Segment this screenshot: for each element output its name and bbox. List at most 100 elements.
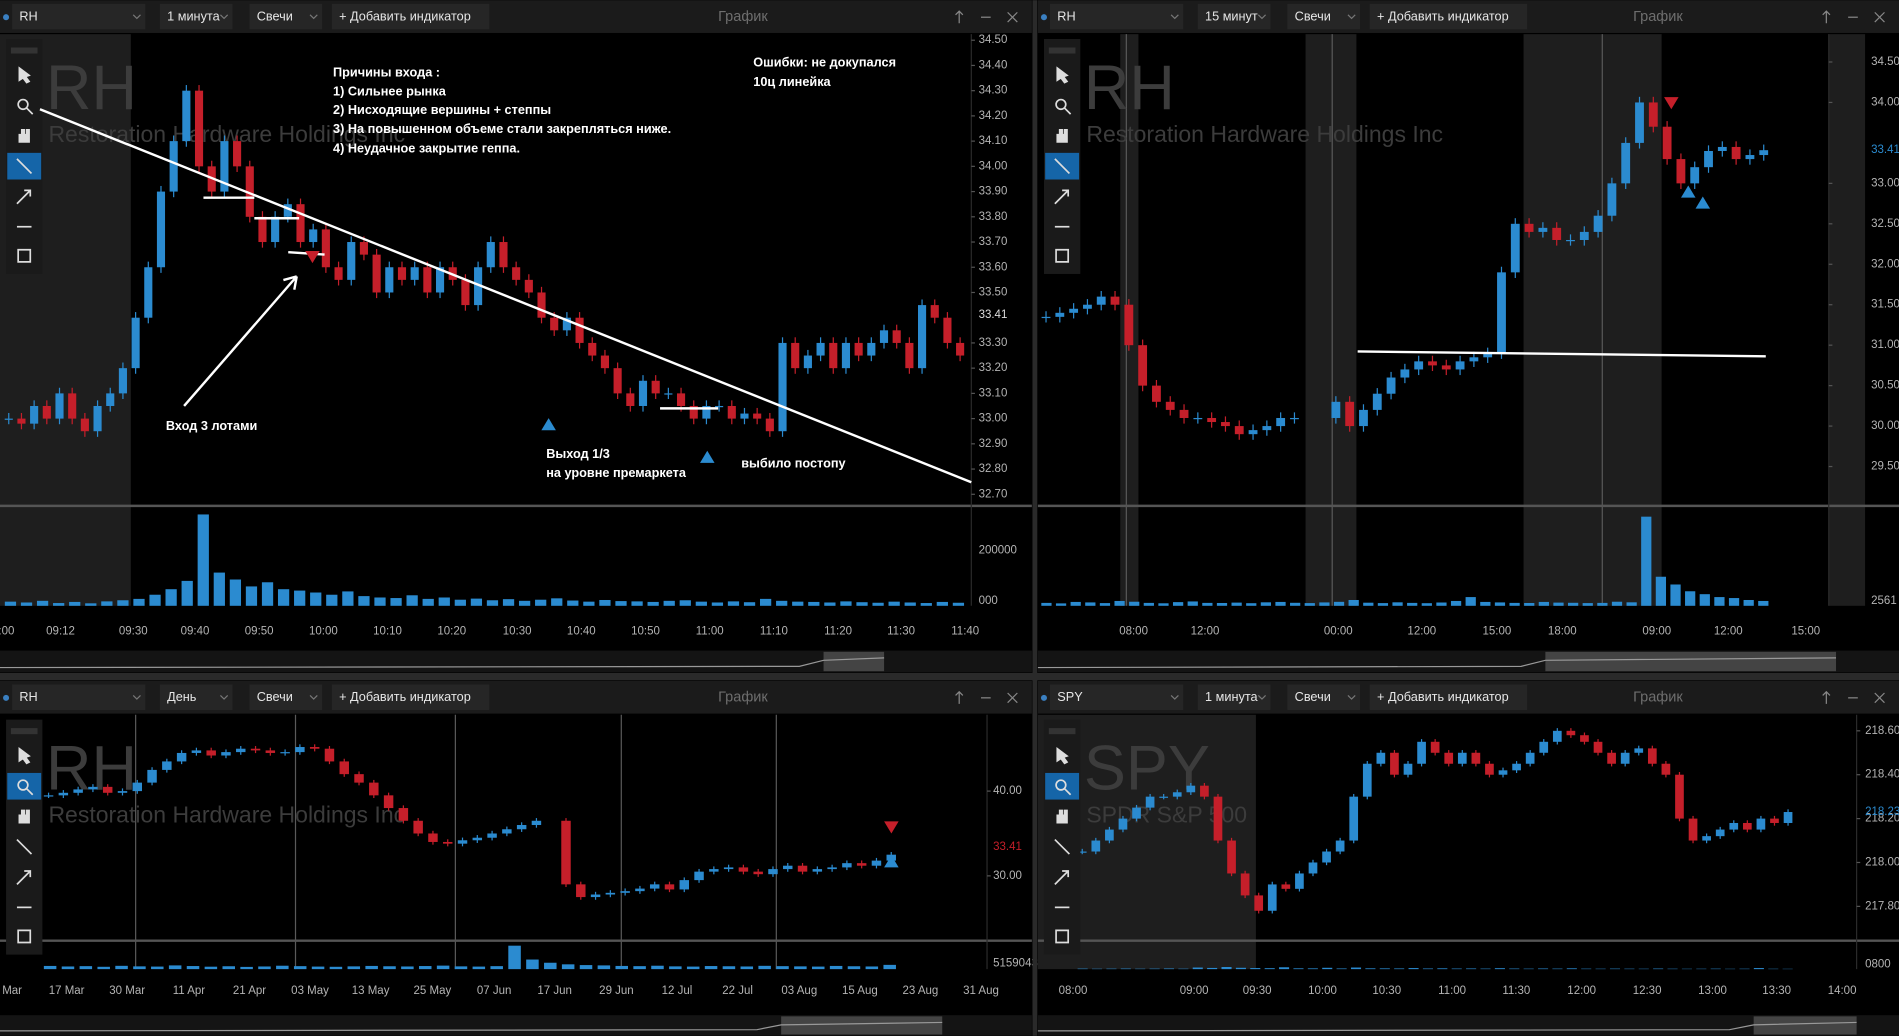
header-dropdown[interactable]: [1369, 3, 1528, 30]
tool-icon[interactable]: [16, 870, 32, 885]
header-symbol[interactable]: RH: [19, 9, 37, 24]
volume-bar: [704, 966, 718, 970]
volume-bar: [229, 579, 242, 606]
header-dropdown[interactable]: [1287, 3, 1361, 30]
header-add[interactable]: + Добавить индикатор: [1377, 689, 1509, 704]
tool-icon[interactable]: [1056, 128, 1068, 143]
volume-bar: [936, 601, 948, 606]
candle-body: [740, 413, 749, 419]
y-tick-label: 218.60: [1865, 725, 1899, 737]
header-symbol[interactable]: RH: [1057, 9, 1075, 24]
tool-icon[interactable]: [1055, 929, 1070, 944]
candle-body: [1688, 818, 1698, 841]
header-style[interactable]: Свечи: [257, 689, 293, 704]
volume-bar: [1582, 603, 1593, 606]
volume-bar: [311, 966, 325, 970]
x-tick-label: 09:30: [119, 625, 148, 637]
candle-body: [88, 786, 98, 790]
scroll-thumb[interactable]: [781, 1016, 943, 1035]
tool-icon[interactable]: [1054, 838, 1070, 855]
candle-body: [768, 869, 778, 875]
tool-icon[interactable]: [1055, 779, 1072, 796]
candle-body: [1539, 741, 1549, 753]
candle-body: [1715, 829, 1725, 837]
window-button[interactable]: [1007, 692, 1018, 704]
tool-icon[interactable]: [18, 809, 30, 824]
header-dropdown[interactable]: [331, 3, 490, 30]
header-symbol[interactable]: RH: [19, 689, 37, 704]
header-interval[interactable]: 15 минут: [1205, 9, 1258, 24]
window-button[interactable]: [955, 690, 964, 704]
window-button[interactable]: [1822, 690, 1831, 704]
header-dropdown[interactable]: [1050, 3, 1184, 30]
window-button[interactable]: [1874, 11, 1885, 23]
tool-icon[interactable]: [1054, 158, 1070, 175]
header-add[interactable]: + Добавить индикатор: [1377, 9, 1509, 24]
candle-body: [1428, 361, 1437, 366]
header-dropdown[interactable]: [159, 3, 233, 30]
tool-icon[interactable]: [1056, 66, 1069, 84]
header-dropdown[interactable]: [249, 684, 323, 710]
tool-icon[interactable]: [1055, 248, 1070, 263]
buy-marker: [884, 855, 899, 868]
scroll-thumb[interactable]: [1753, 1016, 1857, 1035]
tool-icon[interactable]: [1054, 189, 1070, 205]
tool-icon[interactable]: [17, 779, 34, 796]
volume-bar: [535, 599, 547, 606]
tool-icon[interactable]: [17, 248, 32, 263]
tool-icon[interactable]: [1054, 870, 1070, 885]
volume-bar: [1670, 584, 1681, 606]
window-button[interactable]: [1822, 10, 1831, 24]
window-button[interactable]: [955, 10, 964, 24]
header-dropdown[interactable]: [1369, 684, 1528, 710]
header-dropdown[interactable]: [1287, 684, 1361, 710]
header-dropdown[interactable]: [159, 684, 233, 710]
volume-bar: [1552, 968, 1563, 970]
tool-icon[interactable]: [16, 838, 33, 855]
candle-body: [1457, 752, 1467, 764]
watermark-name: Restoration Hardware Holdings Inc: [48, 802, 405, 828]
header-style[interactable]: Свечи: [1295, 9, 1331, 24]
tool-icon[interactable]: [1056, 747, 1069, 765]
header-dropdown[interactable]: [331, 684, 490, 710]
header-add[interactable]: + Добавить индикатор: [339, 689, 471, 704]
header-add[interactable]: + Добавить индикатор: [339, 9, 471, 24]
x-tick-label: 10:00: [1308, 985, 1337, 997]
volume-bar: [365, 965, 378, 970]
tool-icon[interactable]: [17, 929, 32, 944]
header-interval[interactable]: 1 минута: [1205, 689, 1258, 704]
window-button[interactable]: [1874, 692, 1885, 704]
header-interval[interactable]: 1 минута: [167, 9, 220, 24]
candle-body: [1200, 785, 1209, 797]
candle-body: [309, 747, 320, 749]
tool-icon[interactable]: [1055, 98, 1072, 115]
scroll-thumb[interactable]: [1545, 651, 1837, 672]
candle-body: [17, 418, 26, 424]
sell-marker: [1664, 97, 1679, 110]
tool-icon[interactable]: [16, 189, 32, 205]
header-interval[interactable]: День: [167, 689, 197, 704]
header-dropdown[interactable]: [249, 3, 323, 30]
candle-body: [423, 267, 432, 293]
header-dropdown[interactable]: [1197, 3, 1271, 30]
volume-bar: [1304, 603, 1315, 606]
header-dropdown[interactable]: [1050, 684, 1184, 710]
scroll-thumb[interactable]: [823, 651, 885, 672]
tool-icon[interactable]: [18, 66, 31, 84]
header-dropdown[interactable]: [12, 3, 146, 30]
header-dropdown[interactable]: [12, 684, 146, 710]
tool-icon[interactable]: [1056, 809, 1068, 824]
level-line: [1357, 350, 1766, 358]
x-tick-label: 11 Apr: [173, 985, 206, 997]
header-style[interactable]: Свечи: [1295, 689, 1331, 704]
tool-icon[interactable]: [17, 98, 34, 115]
volume-tick-label: 000: [979, 595, 998, 607]
tool-icon[interactable]: [16, 158, 33, 175]
tool-icon[interactable]: [18, 747, 31, 765]
header-symbol[interactable]: SPY: [1057, 689, 1083, 704]
window-button[interactable]: [1007, 11, 1018, 23]
header-style[interactable]: Свечи: [257, 9, 293, 24]
candle-body: [590, 894, 601, 898]
tool-icon[interactable]: [18, 128, 30, 143]
header-dropdown[interactable]: [1197, 684, 1271, 710]
